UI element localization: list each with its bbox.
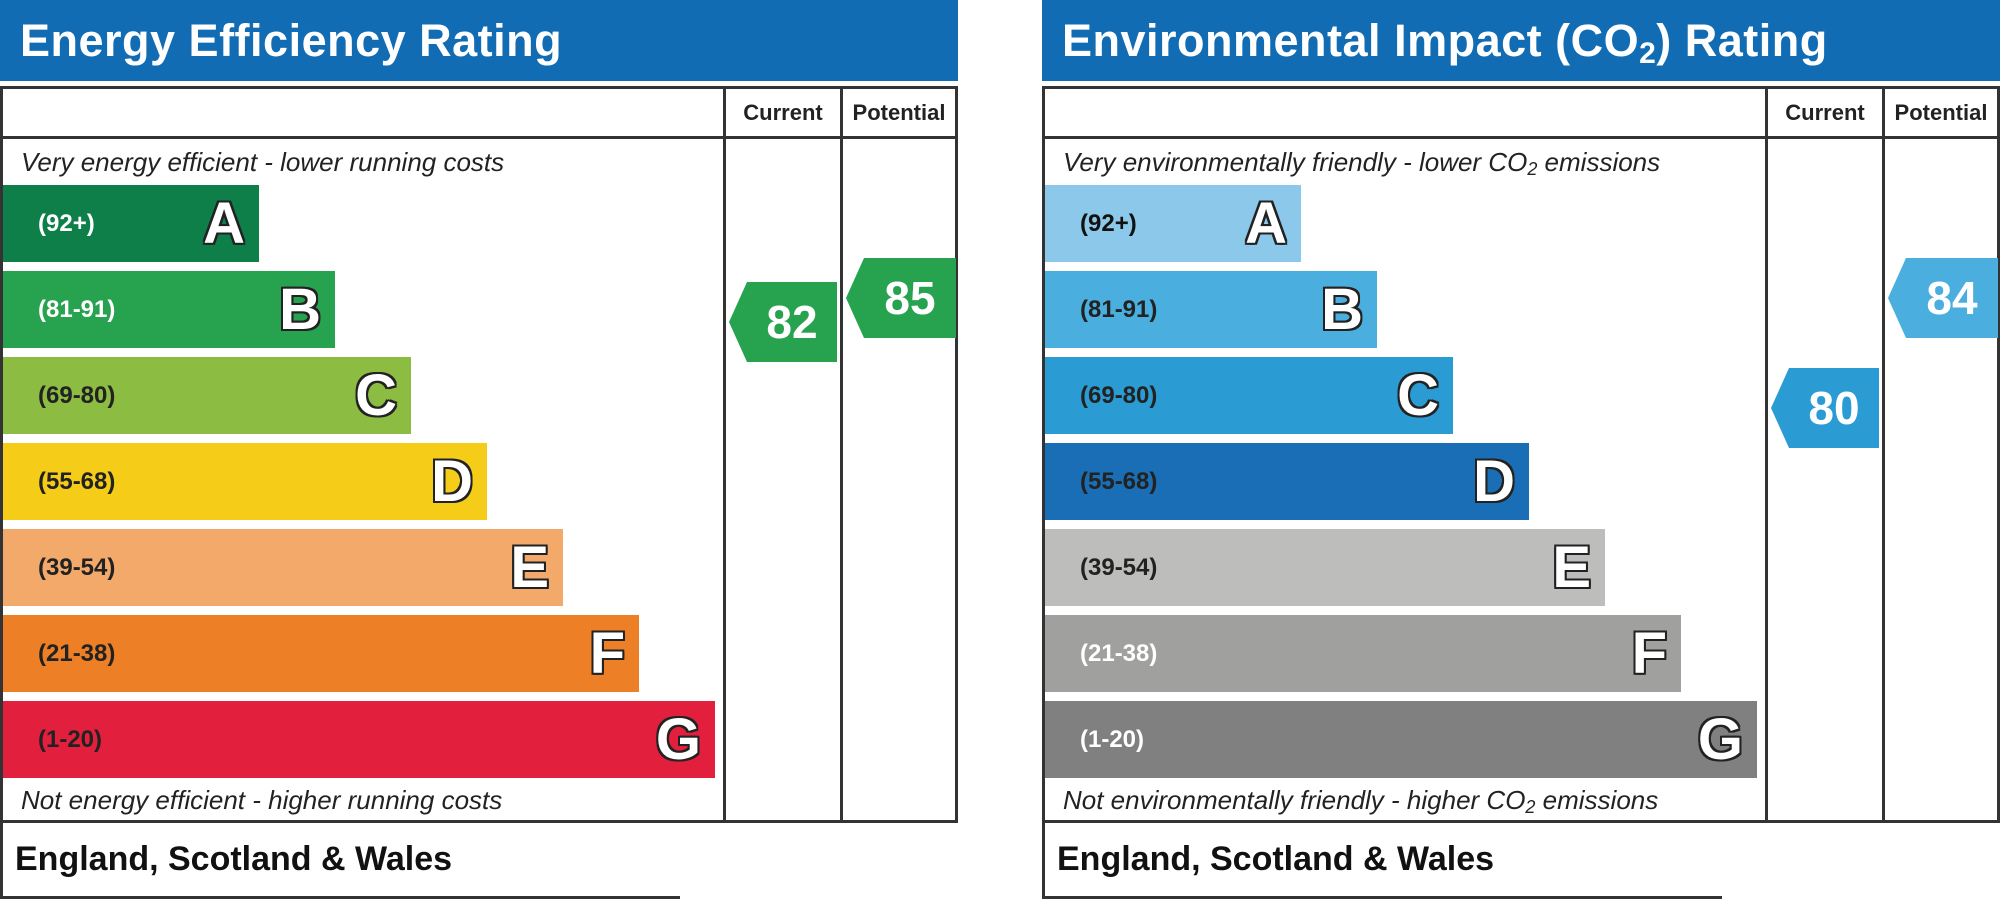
chart-frame: Current Potential Very environmentally f… (1042, 86, 2000, 823)
top-caption-main: Very environmentally friendly - lower CO (1063, 147, 1528, 177)
potential-column-header: Potential (1894, 100, 1988, 125)
region-footer: England, Scotland & Wales (0, 823, 680, 899)
current-rating-arrow: 80 (1771, 367, 1879, 448)
bottom-caption-subscript: 2 (1525, 797, 1536, 817)
band-range-label: (69-80) (1080, 382, 1158, 409)
band-letter: G (655, 707, 701, 772)
band-letter: E (510, 535, 549, 600)
column-divider (1765, 89, 1768, 820)
band-letter: B (1321, 277, 1363, 342)
band-letter: A (1245, 191, 1287, 256)
region-footer: England, Scotland & Wales (1042, 823, 1722, 899)
band-range-label: (1-20) (38, 726, 103, 753)
band-b: (81-91) B (1045, 271, 1377, 348)
column-divider (840, 89, 843, 820)
band-range-label: (81-91) (38, 296, 116, 323)
environmental-impact-chart: Environmental Impact (CO2) Rating Curren… (1042, 0, 2000, 899)
bottom-caption: Not environmentally friendly - higher CO… (1063, 785, 1658, 816)
header-divider (3, 136, 955, 139)
bottom-caption: Not energy efficient - higher running co… (21, 785, 503, 815)
band-g: (1-20) G (1045, 701, 1757, 778)
column-divider (723, 89, 726, 820)
band-f: (21-38) F (3, 615, 639, 692)
band-letter: C (355, 363, 397, 428)
band-range-label: (55-68) (38, 468, 116, 495)
rating-arrow-shape (729, 281, 837, 362)
band-letter: G (1697, 707, 1743, 772)
chart-title: Energy Efficiency Rating (0, 0, 958, 81)
top-caption-end: emissions (1537, 147, 1661, 177)
bottom-caption-end: emissions (1535, 785, 1659, 815)
band-range-label: (1-20) (1080, 726, 1145, 753)
band-letter: E (1552, 535, 1591, 600)
band-letter: D (431, 449, 473, 514)
top-caption-subscript: 2 (1527, 159, 1538, 179)
band-letter: F (589, 621, 625, 686)
rating-value: 80 (1808, 382, 1859, 434)
band-range-label: (39-54) (38, 554, 116, 581)
band-range-label: (55-68) (1080, 468, 1158, 495)
band-letter: D (1473, 449, 1515, 514)
band-range-label: (21-38) (38, 640, 116, 667)
chart-title: Environmental Impact (CO2) Rating (1042, 0, 2000, 81)
rating-arrow-shape (1888, 257, 1998, 338)
band-letter: A (203, 191, 245, 256)
potential-column-header: Potential (852, 100, 946, 125)
band-letter: C (1397, 363, 1439, 428)
region-label: England, Scotland & Wales (15, 840, 453, 878)
band-d: (55-68) D (1045, 443, 1529, 520)
current-rating-arrow: 82 (729, 281, 837, 362)
rating-value: 82 (766, 296, 817, 348)
chart-frame: Current Potential Very energy efficient … (0, 86, 958, 823)
rating-value: 85 (884, 272, 935, 324)
current-column-header: Current (1785, 100, 1865, 125)
potential-rating-arrow: 84 (1888, 257, 1998, 338)
band-range-label: (39-54) (1080, 554, 1158, 581)
top-caption: Very energy efficient - lower running co… (21, 147, 505, 177)
column-divider (1882, 89, 1885, 820)
band-range-label: (21-38) (1080, 640, 1158, 667)
band-d: (55-68) D (3, 443, 487, 520)
band-a: (92+) A (3, 185, 259, 262)
rating-value: 84 (1926, 272, 1978, 324)
chart-title-subscript: 2 (1639, 37, 1657, 70)
band-f: (21-38) F (1045, 615, 1681, 692)
band-range-label: (69-80) (38, 382, 116, 409)
band-letter: B (279, 277, 321, 342)
band-c: (69-80) C (3, 357, 411, 434)
band-c: (69-80) C (1045, 357, 1453, 434)
band-e: (39-54) E (3, 529, 563, 606)
chart-title-main: Environmental Impact (CO (1062, 15, 1640, 66)
rating-arrow-shape (1771, 367, 1879, 448)
rating-arrow-shape (846, 257, 956, 338)
header-divider (1045, 136, 1997, 139)
region-label: England, Scotland & Wales (1057, 840, 1495, 878)
chart-title-end: ) Rating (1656, 15, 1828, 66)
current-column-header: Current (743, 100, 823, 125)
band-range-label: (92+) (1080, 210, 1137, 237)
top-caption: Very environmentally friendly - lower CO… (1063, 147, 1660, 178)
band-letter: F (1631, 621, 1667, 686)
bottom-caption-main: Not environmentally friendly - higher CO (1063, 785, 1526, 815)
energy-efficiency-chart: Energy Efficiency Rating Current Potenti… (0, 0, 958, 899)
band-range-label: (92+) (38, 210, 95, 237)
band-g: (1-20) G (3, 701, 715, 778)
band-a: (92+) A (1045, 185, 1301, 262)
potential-rating-arrow: 85 (846, 257, 956, 338)
band-b: (81-91) B (3, 271, 335, 348)
band-range-label: (81-91) (1080, 296, 1158, 323)
band-e: (39-54) E (1045, 529, 1605, 606)
